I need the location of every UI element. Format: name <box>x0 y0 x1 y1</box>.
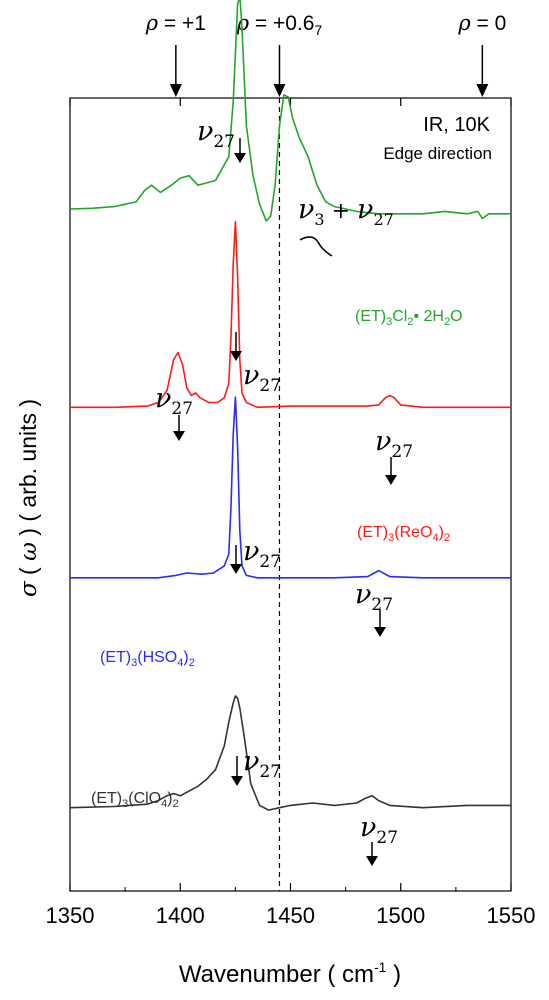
x-tick-label: 1350 <box>46 903 95 928</box>
nu27-label: ν27 <box>355 579 393 615</box>
nu27-arrow-head <box>230 564 242 574</box>
nu27-arrow-head <box>230 351 242 361</box>
nu27-label: ν27 <box>360 812 398 848</box>
nu27-label: ν27 <box>155 383 193 419</box>
series-line-1 <box>70 220 511 409</box>
x-tick-label: 1450 <box>266 903 315 928</box>
rho-marker-arrow-head <box>273 84 286 97</box>
x-tick-label: 1550 <box>487 903 536 928</box>
rho-marker-label: ρ = +1 <box>145 11 206 35</box>
nu27-arrow-head <box>385 475 397 485</box>
series-line-0 <box>69 0 511 222</box>
nu27-label: ν27 <box>375 426 413 462</box>
annotation-edge-direction: Edge direction <box>383 144 492 163</box>
combination-band-annotation: ν3 + ν27 <box>298 194 394 257</box>
nu27-annotation: ν27 <box>155 383 193 441</box>
x-tick-label: 1400 <box>156 903 205 928</box>
rho-marker-label: ρ = +0.67 <box>236 11 323 38</box>
rho-marker-arrow-head <box>169 84 182 97</box>
rho-marker: ρ = +0.67 <box>236 11 323 97</box>
rho-marker: ρ = 0 <box>457 11 506 97</box>
nu27-annotation: ν27 <box>355 579 393 637</box>
rho-markers: ρ = +1 ρ = +0.67 ρ = 0 <box>145 11 506 97</box>
rho-marker: ρ = +1 <box>145 11 206 97</box>
plot-frame <box>69 97 512 892</box>
nu27-annotation: ν27 <box>197 116 246 163</box>
nu27-label: ν27 <box>197 116 235 152</box>
nu27-annotation: ν27 <box>230 536 281 574</box>
nu27-arrow-head <box>173 431 185 441</box>
series-label-reo4: (ET)3(ReO4)2 <box>357 524 450 544</box>
combination-band-label: ν3 + ν27 <box>298 194 394 229</box>
nu27-arrow-head <box>234 153 246 163</box>
series-line-2 <box>70 396 511 579</box>
x-axis: 1350 1400 1450 1500 1550 <box>46 98 536 928</box>
series-label-cl2: (ET)3Cl2• 2H2O <box>355 308 463 328</box>
nu27-annotation: ν27 <box>230 332 281 396</box>
nu27-arrow-head <box>374 627 386 637</box>
nu27-annotation: ν27 <box>375 426 413 485</box>
annotation-ir-10k: IR, 10K <box>423 114 490 136</box>
series-label-clo4: (ET)3(ClO4)2 <box>91 790 179 810</box>
nu27-annotation: ν27 <box>360 812 398 866</box>
series-line-3 <box>69 695 511 811</box>
nu27-arrow-head <box>231 776 243 786</box>
combination-band-brace <box>299 236 333 257</box>
mode-annotations: ν27 ν27 ν27 ν27 ν27 ν27 ν27 ν27 <box>155 116 413 866</box>
series-layer <box>69 0 511 811</box>
series-label-hso4: (ET)3(HSO4)2 <box>100 649 195 669</box>
nu27-label: ν27 <box>243 746 281 782</box>
y-axis-label: σ ( ω ) ( arb. units ) <box>15 399 42 597</box>
x-tick-label: 1500 <box>376 903 425 928</box>
nu27-annotation: ν27 <box>231 746 281 786</box>
nu27-arrow-head <box>366 856 378 866</box>
rho-marker-arrow-head <box>476 84 489 97</box>
nu27-label: ν27 <box>243 360 281 396</box>
rho-marker-label: ρ = 0 <box>457 11 506 35</box>
x-axis-label: Wavenumber ( cm-1 ) <box>179 959 401 988</box>
nu27-label: ν27 <box>243 536 281 572</box>
